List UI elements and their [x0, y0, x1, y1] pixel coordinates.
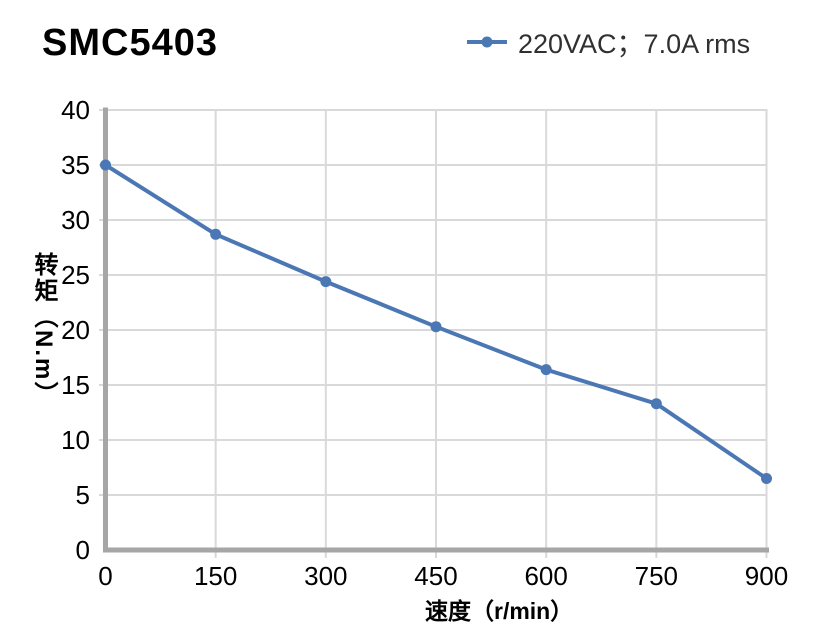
data-point-marker	[540, 364, 552, 376]
data-point-marker	[430, 321, 442, 333]
y-tick-label: 30	[61, 205, 90, 235]
x-tick-label: 750	[634, 561, 679, 591]
y-tick-label: 20	[61, 315, 90, 345]
data-point-marker	[650, 398, 662, 410]
y-tick-label: 10	[61, 425, 90, 455]
data-point-marker	[210, 228, 222, 240]
chart-title: SMC5403	[42, 22, 218, 64]
x-axis-title: 速度（r/min）	[425, 598, 574, 624]
y-tick-label: 25	[61, 260, 90, 290]
data-point-marker	[100, 159, 111, 171]
x-tick-label: 300	[304, 561, 348, 591]
legend-label: 220VAC；7.0A rms	[518, 29, 751, 59]
data-point-marker	[761, 473, 772, 484]
y-tick-label: 5	[75, 480, 90, 510]
x-tick-label: 600	[524, 561, 568, 591]
line-series-marker-icon	[467, 36, 507, 47]
x-tick-label: 450	[414, 561, 458, 591]
y-tick-label: 35	[61, 150, 90, 180]
data-point-marker	[320, 276, 332, 288]
legend: 220VAC；7.0A rms	[466, 22, 750, 61]
y-axis-title: 转矩（N.m）	[30, 252, 57, 408]
y-tick-label: 40	[61, 95, 90, 125]
x-tick-label: 900	[744, 561, 789, 591]
legend-dot	[481, 36, 493, 47]
y-tick-label: 15	[61, 370, 90, 400]
y-tick-label: 0	[75, 535, 90, 565]
x-tick-label: 0	[98, 561, 113, 591]
x-tick-label: 150	[193, 561, 238, 591]
